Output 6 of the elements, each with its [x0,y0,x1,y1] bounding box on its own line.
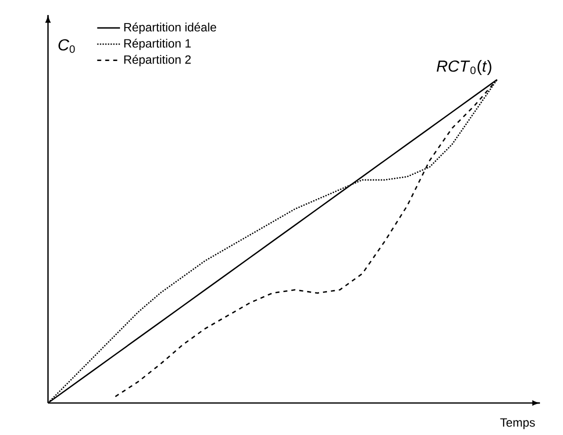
legend-label: Répartition 1 [124,38,191,50]
x-axis-title: Temps [500,418,535,430]
legend-label: Répartition 2 [124,54,191,66]
y-axis-title: C$_{0}$ [58,39,75,53]
legend-label: Répartition idéale [124,22,216,34]
text: RCT$_{0}$(t) [436,60,492,75]
